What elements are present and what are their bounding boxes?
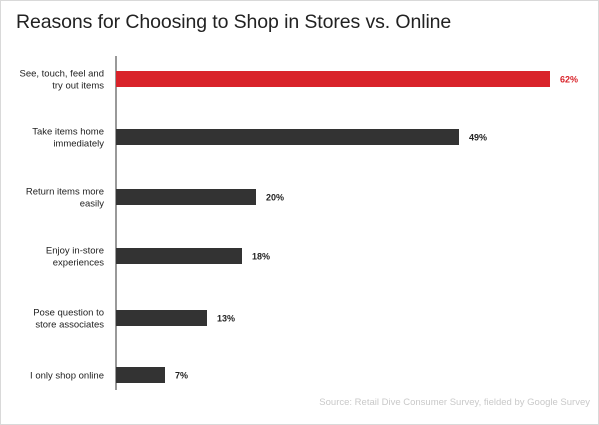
bar <box>116 248 242 264</box>
value-label: 49% <box>469 133 487 143</box>
category-label: Pose question to store associates <box>33 308 104 331</box>
bar <box>116 71 550 87</box>
value-label: 18% <box>252 252 270 262</box>
bar <box>116 310 207 326</box>
category-label: Take items home immediately <box>32 127 104 150</box>
bar <box>116 129 459 145</box>
category-label: I only shop online <box>30 371 104 382</box>
source-note: Source: Retail Dive Consumer Survey, fie… <box>319 397 590 408</box>
category-label: Enjoy in-store experiences <box>46 246 104 269</box>
bar <box>116 189 256 205</box>
category-label: Return items more easily <box>26 187 104 210</box>
value-label: 62% <box>560 75 578 85</box>
value-label: 7% <box>175 371 188 381</box>
value-label: 13% <box>217 314 235 324</box>
bar <box>116 367 165 383</box>
category-label: See, touch, feel and try out items <box>19 69 104 92</box>
value-label: 20% <box>266 193 284 203</box>
chart-title: Reasons for Choosing to Shop in Stores v… <box>16 11 452 33</box>
